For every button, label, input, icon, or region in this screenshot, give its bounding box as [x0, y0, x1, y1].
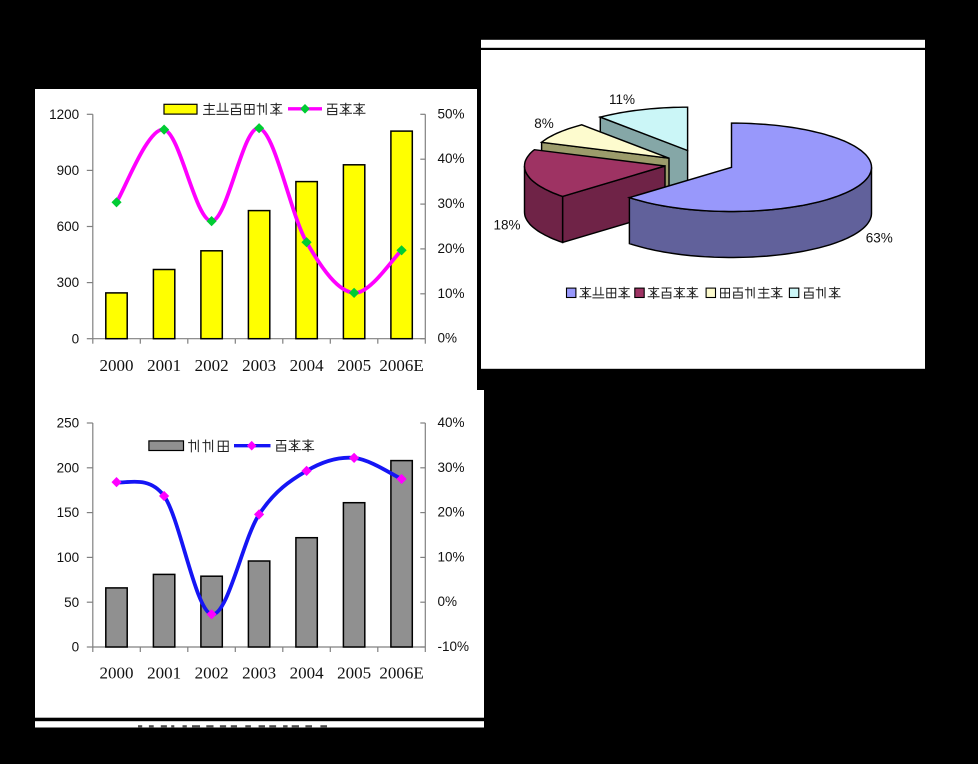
svg-text:0%: 0% [438, 331, 458, 346]
svg-text:63%: 63% [866, 230, 893, 245]
svg-text:2002: 2002 [195, 356, 229, 375]
svg-text:40%: 40% [438, 415, 465, 430]
svg-text:2004: 2004 [290, 356, 325, 375]
svg-text:50%: 50% [438, 106, 465, 121]
svg-text:200: 200 [57, 460, 80, 475]
svg-text:600: 600 [57, 219, 80, 234]
svg-text:-10%: -10% [438, 639, 470, 654]
svg-text:1200: 1200 [49, 107, 79, 122]
svg-text:2000: 2000 [100, 664, 134, 683]
svg-text:900: 900 [57, 163, 80, 178]
svg-text:2000: 2000 [100, 356, 134, 375]
svg-text:2004: 2004 [290, 664, 325, 683]
svg-text:2005: 2005 [337, 664, 371, 683]
svg-text:0: 0 [72, 640, 80, 655]
svg-text:30%: 30% [438, 460, 465, 475]
svg-text:300: 300 [57, 275, 80, 290]
svg-text:2006E: 2006E [379, 664, 423, 683]
svg-text:2001: 2001 [147, 356, 181, 375]
svg-text:50: 50 [64, 595, 79, 610]
svg-text:8%: 8% [534, 116, 554, 131]
svg-text:2003: 2003 [242, 356, 276, 375]
svg-text:11%: 11% [609, 92, 635, 107]
svg-text:2006E: 2006E [379, 356, 423, 375]
svg-text:18%: 18% [493, 218, 520, 233]
svg-text:250: 250 [57, 416, 80, 431]
svg-text:150: 150 [57, 505, 80, 520]
svg-text:2001: 2001 [147, 664, 181, 683]
svg-text:2005: 2005 [337, 356, 371, 375]
svg-text:10%: 10% [438, 549, 465, 564]
svg-text:2003: 2003 [242, 664, 276, 683]
svg-text:10%: 10% [438, 286, 465, 301]
svg-text:30%: 30% [438, 196, 465, 211]
svg-text:0%: 0% [438, 594, 458, 609]
svg-text:20%: 20% [438, 241, 465, 256]
svg-text:40%: 40% [438, 151, 465, 166]
svg-text:2002: 2002 [195, 664, 229, 683]
svg-text:100: 100 [57, 550, 80, 565]
svg-text:0: 0 [72, 331, 80, 346]
svg-text:20%: 20% [438, 505, 465, 520]
